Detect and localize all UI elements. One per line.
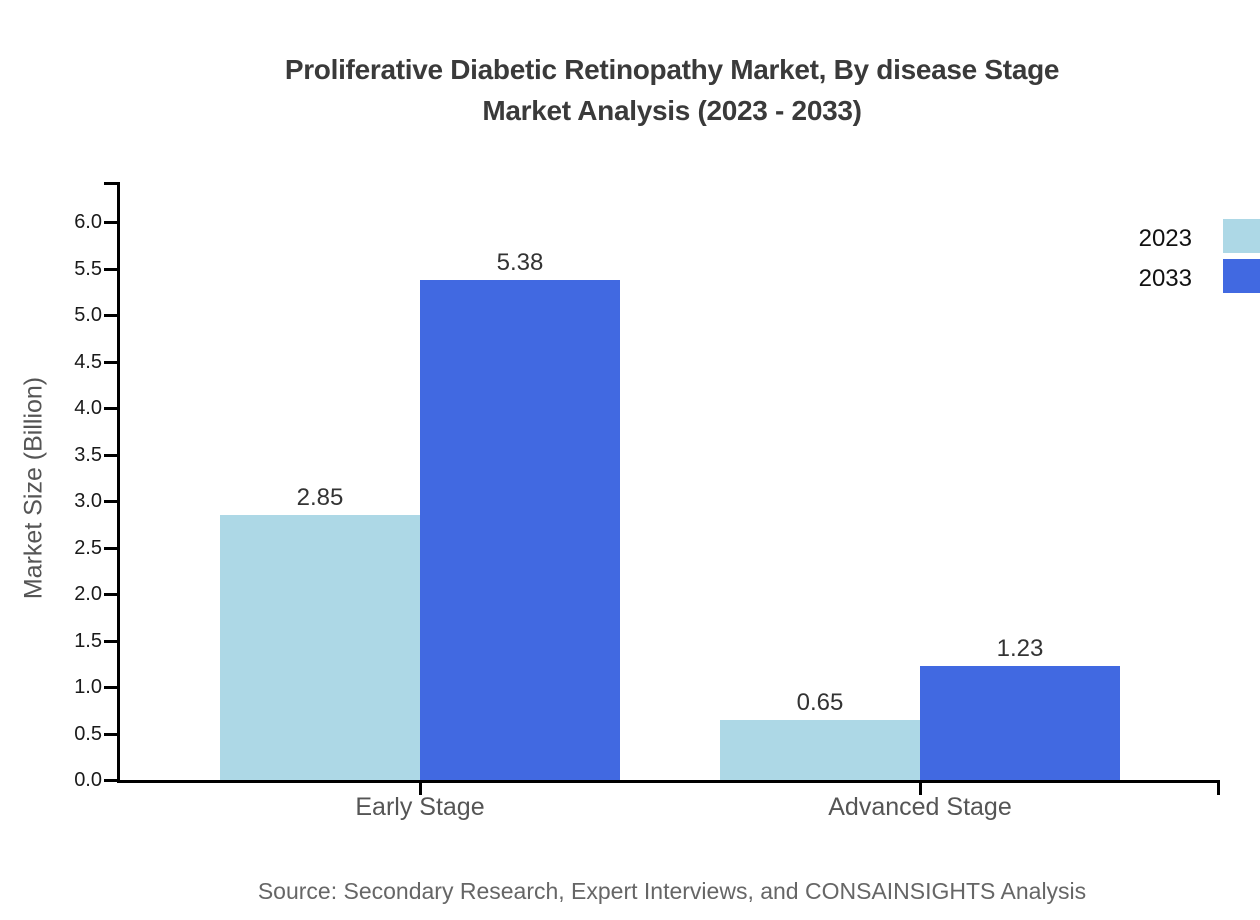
y-tick [104,221,120,224]
y-tick [104,686,120,689]
y-tick [104,593,120,596]
y-tick-label: 5.0 [74,304,102,326]
y-tick [104,547,120,550]
x-axis-line [117,780,1220,783]
y-tick-label: 3.5 [74,444,102,466]
y-tick [104,268,120,271]
y-axis-line [117,182,120,783]
x-tick [419,780,422,795]
y-tick [104,454,120,457]
legend-label: 2033 [1138,265,1192,292]
y-tick [104,407,120,410]
bar [220,515,420,780]
y-tick [104,640,120,643]
chart-title-line1: Proliferative Diabetic Retinopathy Marke… [284,54,1060,85]
y-tick-label: 4.5 [74,351,102,373]
bar [720,720,920,780]
bar-value-label: 1.23 [996,635,1044,662]
chart-title-line2: Market Analysis (2023 - 2033) [482,95,862,126]
y-tick-label: 2.5 [74,537,102,559]
y-tick-label: 5.5 [74,258,102,280]
bar [920,666,1120,780]
bar-value-label: 5.38 [496,249,544,276]
legend-label: 2023 [1138,225,1192,252]
y-axis-end-cap [104,182,120,185]
x-axis-end-cap [1217,780,1220,795]
y-tick [104,500,120,503]
y-tick-label: 1.5 [74,630,102,652]
legend-swatch [1223,219,1260,253]
y-tick-label: 3.0 [74,490,102,512]
y-tick-label: 0.0 [74,769,102,791]
y-tick-label: 1.0 [74,676,102,698]
y-tick [104,733,120,736]
category-label: Early Stage [355,793,485,821]
legend-swatch [1223,259,1260,293]
bar [420,280,620,780]
bar-value-label: 2.85 [296,484,344,511]
y-tick-label: 0.5 [74,723,102,745]
y-tick [104,779,120,782]
chart-title: Proliferative Diabetic Retinopathy Marke… [90,49,1254,131]
y-tick-label: 4.0 [74,397,102,419]
y-tick [104,361,120,364]
source-note: Source: Secondary Research, Expert Inter… [257,878,1087,904]
x-tick [919,780,922,795]
y-tick-label: 6.0 [74,211,102,233]
category-label: Advanced Stage [828,793,1012,821]
y-tick-label: 2.0 [74,583,102,605]
y-tick [104,314,120,317]
bar-value-label: 0.65 [796,689,844,716]
